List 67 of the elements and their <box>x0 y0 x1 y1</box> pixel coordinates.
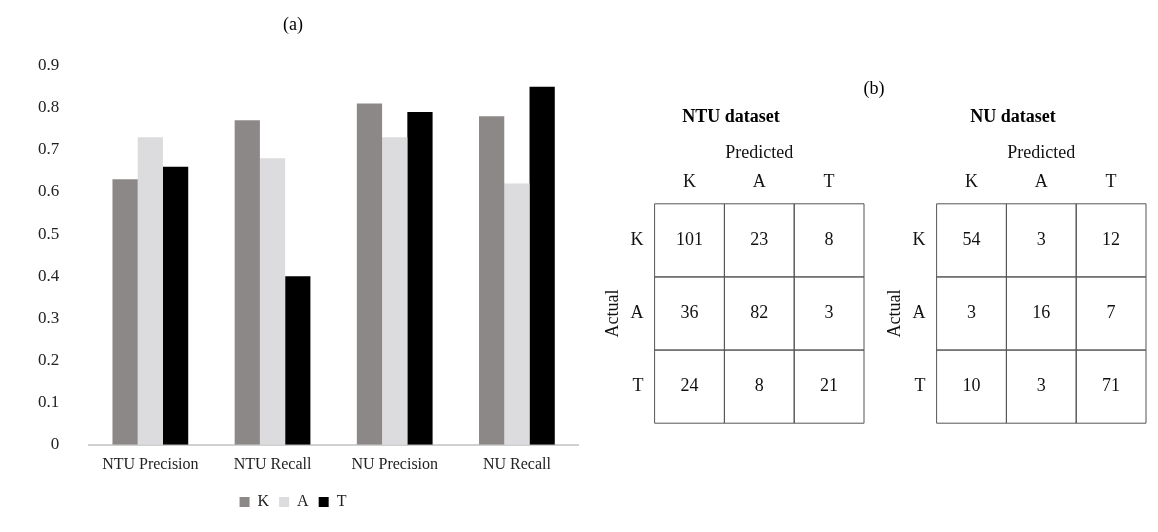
x-axis-title: Predicted <box>725 142 794 163</box>
x-tick-label: NU Recall <box>482 454 552 472</box>
y-tick-label: K <box>912 229 926 250</box>
y-tick-label: 0.5 <box>38 223 60 243</box>
y-tick-label: A <box>912 302 926 323</box>
y-tick-label: 0.4 <box>38 265 60 285</box>
chart-title: (a) <box>283 13 303 35</box>
data-label: 23 <box>750 229 769 250</box>
data-label: 3 <box>967 302 976 323</box>
bar <box>137 137 163 445</box>
bar <box>382 137 408 445</box>
y-tick-label: T <box>914 375 926 396</box>
bar <box>162 166 189 445</box>
bar <box>407 111 433 445</box>
legend-label: T <box>336 492 347 510</box>
data-label: 3 <box>824 302 834 323</box>
data-label: 82 <box>750 302 769 323</box>
y-tick-label: 0.2 <box>38 350 60 369</box>
data-label: 21 <box>820 375 839 396</box>
bar <box>285 276 311 445</box>
bar <box>529 86 555 445</box>
y-tick-label: 0.6 <box>38 181 60 201</box>
x-tick-label: K <box>683 170 696 191</box>
x-tick-label: K <box>965 170 978 191</box>
x-axis-title: Predicted <box>1007 142 1076 163</box>
data-label: 3 <box>1036 375 1046 396</box>
chart-title: NTU dataset <box>682 106 780 127</box>
y-tick-label: 0.3 <box>38 307 60 327</box>
data-label: 12 <box>1102 229 1121 250</box>
data-label: 3 <box>1036 229 1046 250</box>
data-label: 101 <box>676 229 703 250</box>
data-label: 36 <box>680 302 699 323</box>
x-tick-label: A <box>1034 170 1048 191</box>
text: (b) <box>863 78 885 99</box>
data-label: 24 <box>680 375 699 396</box>
data-label: 54 <box>962 229 981 250</box>
y-tick-label: 0.9 <box>38 55 60 75</box>
data-label: 16 <box>1032 302 1051 323</box>
y-axis-title: Actual <box>601 289 622 338</box>
x-tick-label: A <box>752 170 766 191</box>
y-axis-title: Actual <box>883 289 904 338</box>
x-tick-label: NU Precision <box>351 454 439 472</box>
bar <box>112 179 138 445</box>
y-tick-label: 0.1 <box>38 392 60 412</box>
y-tick-label: T <box>632 375 644 396</box>
legend-label: A <box>297 492 310 510</box>
y-tick-label: K <box>630 229 644 250</box>
y-tick-label: 0.8 <box>38 97 60 117</box>
bar <box>234 120 260 445</box>
data-label: 10 <box>962 375 981 396</box>
x-tick-label: NTU Recall <box>233 454 312 472</box>
y-tick-label: 0.7 <box>38 139 60 159</box>
bar <box>259 158 286 445</box>
data-label: 8 <box>824 229 834 250</box>
bar <box>479 116 505 445</box>
legend-label: K <box>257 492 270 510</box>
y-tick-label: A <box>630 302 644 323</box>
bar <box>356 103 383 445</box>
x-tick-label: T <box>1105 170 1117 191</box>
data-label: 71 <box>1102 375 1121 396</box>
data-label: 7 <box>1106 302 1116 323</box>
chart-title: NU dataset <box>970 106 1056 127</box>
data-label: 8 <box>754 375 764 396</box>
y-tick-label: 0 <box>50 434 60 454</box>
x-tick-label: NTU Precision <box>102 454 199 472</box>
x-tick-label: T <box>823 170 835 191</box>
bar <box>504 183 530 445</box>
